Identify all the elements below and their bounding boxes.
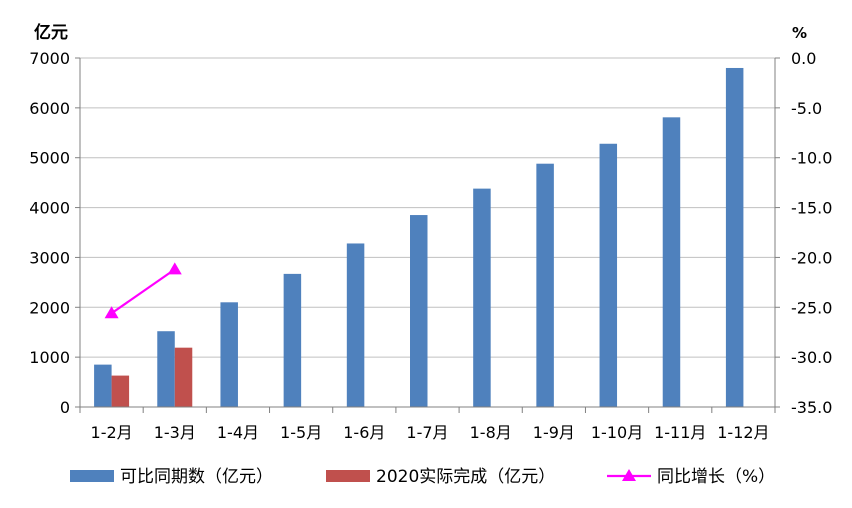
bar-comparable: [725, 67, 744, 407]
x-tick-label: 1-9月: [533, 423, 575, 442]
left-tick-label: 4000: [29, 199, 70, 218]
bar-comparable: [536, 163, 554, 407]
bar-comparable: [346, 243, 365, 407]
left-tick-label: 5000: [29, 149, 70, 168]
axes: 0 1000 2000 3000 4000 5000 6000 7000 0.0 -5.0 -10.…: [29, 49, 832, 442]
bar-actual-2020: [111, 375, 130, 407]
right-tick-label: -25.0: [791, 298, 832, 317]
bars: [94, 67, 744, 408]
x-tick-label: 1-12月: [717, 423, 769, 442]
left-tick-label: 3000: [29, 248, 70, 267]
right-tick-label: -20.0: [791, 248, 832, 267]
bar-actual-2020: [174, 347, 193, 407]
bar-comparable: [410, 215, 428, 407]
legend-label: 2020实际完成（亿元）: [376, 467, 555, 487]
right-tick-label: -15.0: [791, 199, 832, 218]
right-tick-label: 0.0: [791, 49, 816, 68]
bar-comparable: [283, 273, 302, 407]
legend: 可比同期数（亿元） 2020实际完成（亿元） 同比增长（%）: [70, 467, 775, 487]
x-tick-label: 1-3月: [154, 423, 196, 442]
bar-comparable: [220, 302, 238, 407]
left-axis-title: 亿元: [34, 22, 68, 43]
x-tick-label: 1-7月: [406, 423, 448, 442]
right-tick-label: -30.0: [791, 348, 832, 367]
x-tick-label: 1-11月: [654, 423, 706, 442]
left-tick-label: 2000: [29, 298, 70, 317]
growth-point: [167, 262, 182, 275]
line-series: [104, 262, 182, 319]
right-axis-title: %: [792, 24, 807, 42]
left-tick-label: 1000: [29, 348, 70, 367]
left-tick-label: 6000: [29, 99, 70, 118]
legend-label: 同比增长（%）: [657, 467, 775, 487]
bar-comparable: [94, 364, 112, 407]
x-tick-label: 1-5月: [280, 423, 322, 442]
legend-swatch: [326, 470, 370, 482]
x-tick-label: 1-2月: [91, 423, 133, 442]
right-tick-label: -35.0: [791, 398, 832, 417]
x-tick-label: 1-6月: [343, 423, 385, 442]
growth-line: [110, 268, 176, 315]
bar-comparable: [599, 143, 618, 408]
right-tick-label: -10.0: [791, 149, 832, 168]
bar-comparable: [157, 331, 175, 407]
right-tick-label: -5.0: [791, 99, 822, 118]
legend-label: 可比同期数（亿元）: [120, 467, 273, 487]
x-tick-label: 1-8月: [470, 423, 512, 442]
bar-comparable: [662, 117, 681, 407]
growth-point: [104, 306, 119, 319]
x-tick-label: 1-10月: [591, 423, 643, 442]
left-tick-label: 0: [60, 398, 70, 417]
bar-comparable: [473, 188, 491, 407]
legend-marker: [622, 469, 636, 481]
left-tick-label: 7000: [29, 49, 70, 68]
legend-swatch: [70, 470, 114, 482]
x-tick-label: 1-4月: [217, 423, 259, 442]
